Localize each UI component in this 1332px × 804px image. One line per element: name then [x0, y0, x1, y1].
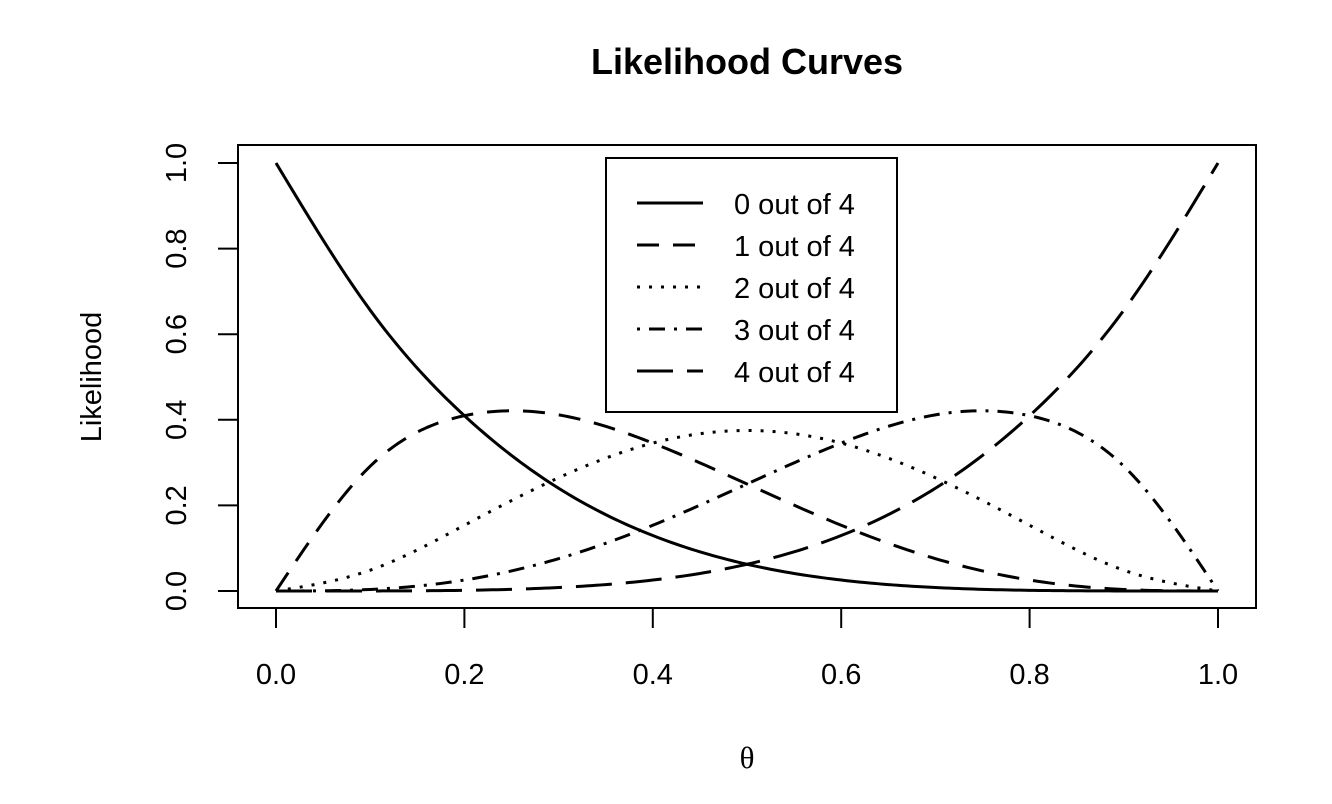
legend-box: [605, 157, 898, 413]
y-tick-label: 0.2: [161, 485, 193, 525]
series-line-1: [274, 409, 1219, 593]
y-tick-label: 0.8: [161, 228, 193, 268]
x-tick-label: 0.0: [256, 659, 296, 691]
y-axis-label: Likelihood: [76, 312, 108, 443]
x-tick-label: 1.0: [1198, 659, 1238, 691]
x-tick-label: 0.6: [821, 659, 861, 691]
series-line-2: [275, 429, 1219, 593]
x-axis-label: θ: [740, 740, 755, 775]
legend-label-0: 0 out of 4: [734, 189, 855, 221]
x-axis: 0.0 0.2 0.4 0.6 0.8 1.0: [256, 607, 1238, 691]
series-layer: [274, 162, 1220, 593]
y-tick-label: 0.0: [161, 571, 193, 611]
legend: 0 out of 4 1 out of 4 2 out of 4 3 out of 4…: [605, 157, 898, 413]
legend-label-2: 2 out of 4: [734, 273, 855, 305]
y-axis: 0.0 0.2 0.4 0.6 0.8 1.0: [161, 143, 239, 611]
x-tick-label: 0.4: [633, 659, 673, 691]
legend-label-1: 1 out of 4: [734, 231, 855, 263]
legend-label-3: 3 out of 4: [734, 315, 855, 347]
x-tick-label: 0.2: [444, 659, 484, 691]
y-tick-label: 1.0: [161, 143, 193, 183]
x-tick-label: 0.8: [1009, 659, 1049, 691]
y-tick-label: 0.4: [161, 400, 193, 440]
series-line-4: [276, 162, 1220, 593]
legend-label-4: 4 out of 4: [734, 357, 855, 389]
y-tick-label: 0.6: [161, 314, 193, 354]
chart-title: Likelihood Curves: [591, 41, 903, 82]
